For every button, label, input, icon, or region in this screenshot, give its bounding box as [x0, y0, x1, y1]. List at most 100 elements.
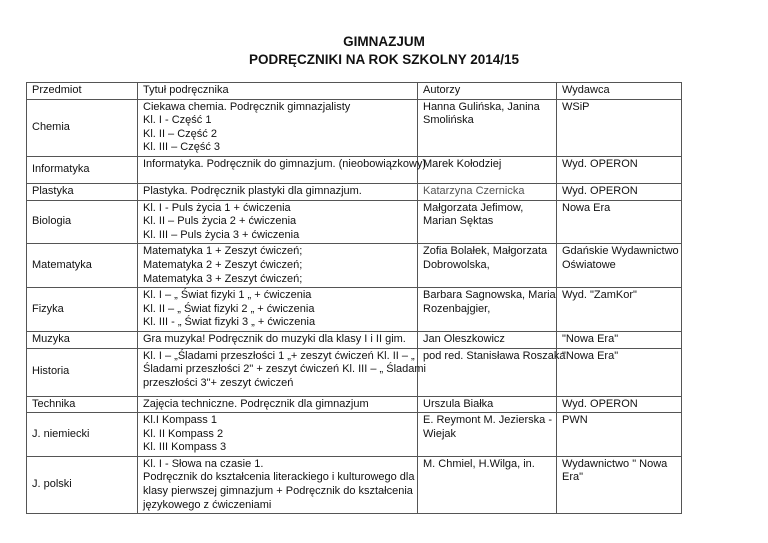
- title-cell-line: Kl. II – „ Świat fizyki 2 „ + ćwiczenia: [143, 302, 315, 315]
- subject-cell: Chemia: [26, 98, 138, 157]
- table-row: Biologia Kl. I - Puls życia 1 + ćwiczenia…: [26, 199, 682, 245]
- table-row: J. niemiecki Kl.I Kompass 1 Kl. II Kompass…: [26, 412, 682, 457]
- title-cell-line: Kl. III – Puls życia 3 + ćwiczenia: [143, 228, 300, 241]
- subject-cell: Plastyka: [26, 182, 138, 201]
- authors-cell-line: Rozenbajgier,: [423, 302, 491, 315]
- subject-cell: Informatyka: [26, 155, 138, 184]
- publisher-cell-line: Nowa Era: [562, 201, 611, 214]
- title-cell-line: Matematyka 3 + Zeszyt ćwiczeń;: [143, 272, 303, 285]
- subject-cell: Historia: [26, 347, 138, 397]
- publisher-cell: PWN: [556, 412, 682, 457]
- title-cell-line: Kl. I – „ Świat fizyki 1 „ + ćwiczenia: [143, 289, 312, 302]
- title-cell: Plastyka. Podręcznik plastyki dla gimnaz…: [137, 182, 418, 201]
- authors-cell-line: M. Chmiel, H.Wilga, in.: [423, 457, 535, 470]
- authors-cell-line: Zofia Bolałek, Małgorzata: [423, 245, 548, 258]
- publisher-cell-line: PWN: [562, 414, 588, 427]
- title-cell: Kl. I - Puls życia 1 + ćwiczenia Kl. II –…: [137, 199, 418, 245]
- header-publisher: Wydawca: [556, 82, 682, 100]
- publisher-cell-line: Wyd. OPERON: [562, 184, 638, 197]
- authors-cell-line: Hanna Gulińska, Janina: [423, 100, 540, 113]
- table-row: Chemia Ciekawa chemia. Podręcznik gimnazj…: [26, 98, 682, 157]
- authors-cell-line: Marian Sęktas: [423, 215, 494, 228]
- publisher-cell-line: WSiP: [562, 100, 590, 113]
- authors-cell: Hanna Gulińska, Janina Smolińska: [417, 98, 557, 157]
- title-cell-line: Matematyka 2 + Zeszyt ćwiczeń;: [143, 258, 303, 271]
- title-cell: Ciekawa chemia. Podręcznik gimnazjalisty…: [137, 98, 418, 157]
- publisher-cell-line: Era": [562, 471, 584, 484]
- title-cell-line: klasy pierwszej gimnazjum + Podręcznik d…: [143, 485, 413, 498]
- title-cell: Zajęcia techniczne. Podręcznik dla gimna…: [137, 395, 418, 414]
- publisher-cell: Wyd. OPERON: [556, 395, 682, 414]
- authors-cell-line: Wiejak: [423, 427, 457, 440]
- title-cell: Gra muzyka! Podręcznik do muzyki dla kla…: [137, 330, 418, 349]
- title-cell-line: Kl.I Kompass 1: [143, 414, 217, 427]
- table-row: Technika Zajęcia techniczne. Podręcznik d…: [26, 395, 682, 414]
- table-header-row: Przedmiot Tytuł podręcznika Autorzy Wyda…: [26, 82, 682, 100]
- subject-cell: Biologia: [26, 199, 138, 245]
- publisher-cell-line: Wyd. OPERON: [562, 397, 638, 410]
- subject-cell: J. niemiecki: [26, 412, 138, 457]
- title-cell: Kl.I Kompass 1 Kl. II Kompass 2 Kl. III Ko…: [137, 412, 418, 457]
- document-title: GIMNAZJUM: [343, 34, 425, 49]
- table-row: J. polski Kl. I - Słowa na czasie 1. Podrę…: [26, 455, 682, 515]
- table-row: Plastyka Plastyka. Podręcznik plastyki dl…: [26, 182, 682, 201]
- authors-cell-line: Dobrowolska,: [423, 258, 490, 271]
- publisher-cell: Gdańskie Wydawnictwo Oświatowe: [556, 243, 682, 289]
- publisher-cell-line: Gdańskie Wydawnictwo: [562, 245, 679, 258]
- authors-cell: Jan Oleszkowicz: [417, 330, 557, 349]
- header-title: Tytuł podręcznika: [137, 82, 418, 100]
- authors-cell: Zofia Bolałek, Małgorzata Dobrowolska,: [417, 243, 557, 289]
- title-cell-line: Plastyka. Podręcznik plastyki dla gimnaz…: [143, 184, 362, 197]
- authors-cell: pod red. Stanisława Roszaka: [417, 347, 565, 397]
- publisher-cell: Wyd. OPERON: [556, 182, 682, 201]
- title-cell-line: Kl. II – Część 2: [143, 127, 217, 140]
- authors-cell: Urszula Białka: [417, 395, 557, 414]
- authors-cell: M. Chmiel, H.Wilga, in.: [417, 455, 557, 515]
- subject-cell: J. polski: [26, 455, 138, 515]
- publisher-cell: Wydawnictwo " Nowa Era": [556, 455, 682, 515]
- title-cell-line: Kl. I - Puls życia 1 + ćwiczenia: [143, 201, 291, 214]
- authors-cell-line: Barbara Sagnowska, Maria: [423, 289, 556, 302]
- publisher-cell: WSiP: [556, 98, 682, 157]
- publisher-cell-line: "Nowa Era": [562, 349, 619, 362]
- authors-cell: Marek Kołodziej: [417, 155, 557, 184]
- authors-cell: Katarzyna Czernicka: [417, 182, 557, 201]
- title-cell-line: Kl. III - „ Świat fizyki 3 „ + ćwiczenia: [143, 316, 316, 329]
- authors-cell-line: E. Reymont M. Jezierska -: [423, 414, 552, 427]
- authors-cell-line: Katarzyna Czernicka: [423, 184, 525, 197]
- table-row: Matematyka Matematyka 1 + Zeszyt ćwiczeń;…: [26, 243, 682, 289]
- title-cell-line: Śladami przeszłości 2" + zeszyt ćwiczeń …: [143, 363, 426, 376]
- title-cell: Matematyka 1 + Zeszyt ćwiczeń; Matematyka…: [137, 243, 418, 289]
- authors-cell-line: Marek Kołodziej: [423, 157, 502, 170]
- authors-cell-line: Smolińska: [423, 114, 474, 127]
- subject-cell: Matematyka: [26, 243, 138, 289]
- authors-cell-line: Jan Oleszkowicz: [423, 332, 505, 345]
- publisher-cell-line: "Nowa Era": [562, 332, 619, 345]
- title-cell-line: Kl. II – Puls życia 2 + ćwiczenia: [143, 215, 297, 228]
- title-cell-line: Kl. I - Część 1: [143, 114, 212, 127]
- publisher-cell-line: Wyd. "ZamKor": [562, 289, 637, 302]
- title-cell-line: Kl. I - Słowa na czasie 1.: [143, 457, 264, 470]
- title-cell-line: przeszłości 3"+ zeszyt ćwiczeń: [143, 376, 294, 389]
- publisher-cell: "Nowa Era": [556, 347, 682, 397]
- authors-cell: Barbara Sagnowska, Maria Rozenbajgier,: [417, 287, 557, 332]
- title-cell: Informatyka. Podręcznik do gimnazjum. (n…: [137, 155, 427, 184]
- title-cell: Kl. I – „ Świat fizyki 1 „ + ćwiczenia Kl…: [137, 287, 418, 332]
- header-subject: Przedmiot: [26, 82, 138, 100]
- publisher-cell-line: Wyd. OPERON: [562, 157, 638, 170]
- title-cell-line: Kl. III Kompass 3: [143, 441, 227, 454]
- authors-cell-line: Urszula Białka: [423, 397, 494, 410]
- table-row: Historia Kl. I – „Śladami przeszłości 1 „…: [26, 347, 682, 397]
- title-cell-line: Podręcznik do kształcenia literackiego i…: [143, 471, 415, 484]
- title-cell-line: Zajęcia techniczne. Podręcznik dla gimna…: [143, 397, 369, 410]
- subject-cell: Fizyka: [26, 287, 138, 332]
- title-cell-line: Kl. III – Część 3: [143, 141, 221, 154]
- header-authors: Autorzy: [417, 82, 557, 100]
- textbook-table: Przedmiot Tytuł podręcznika Autorzy Wyda…: [26, 82, 682, 515]
- table-row: Informatyka Informatyka. Podręcznik do gi…: [26, 155, 682, 184]
- document-subtitle: PODRĘCZNIKI NA ROK SZKOLNY 2014/15: [248, 52, 520, 67]
- title-cell-line: Informatyka. Podręcznik do gimnazjum. (n…: [143, 157, 427, 170]
- title-cell-line: Gra muzyka! Podręcznik do muzyki dla kla…: [143, 332, 406, 345]
- title-cell-line: językowego z ćwiczeniami: [143, 498, 272, 511]
- authors-cell-line: Małgorzata Jefimow,: [423, 201, 524, 214]
